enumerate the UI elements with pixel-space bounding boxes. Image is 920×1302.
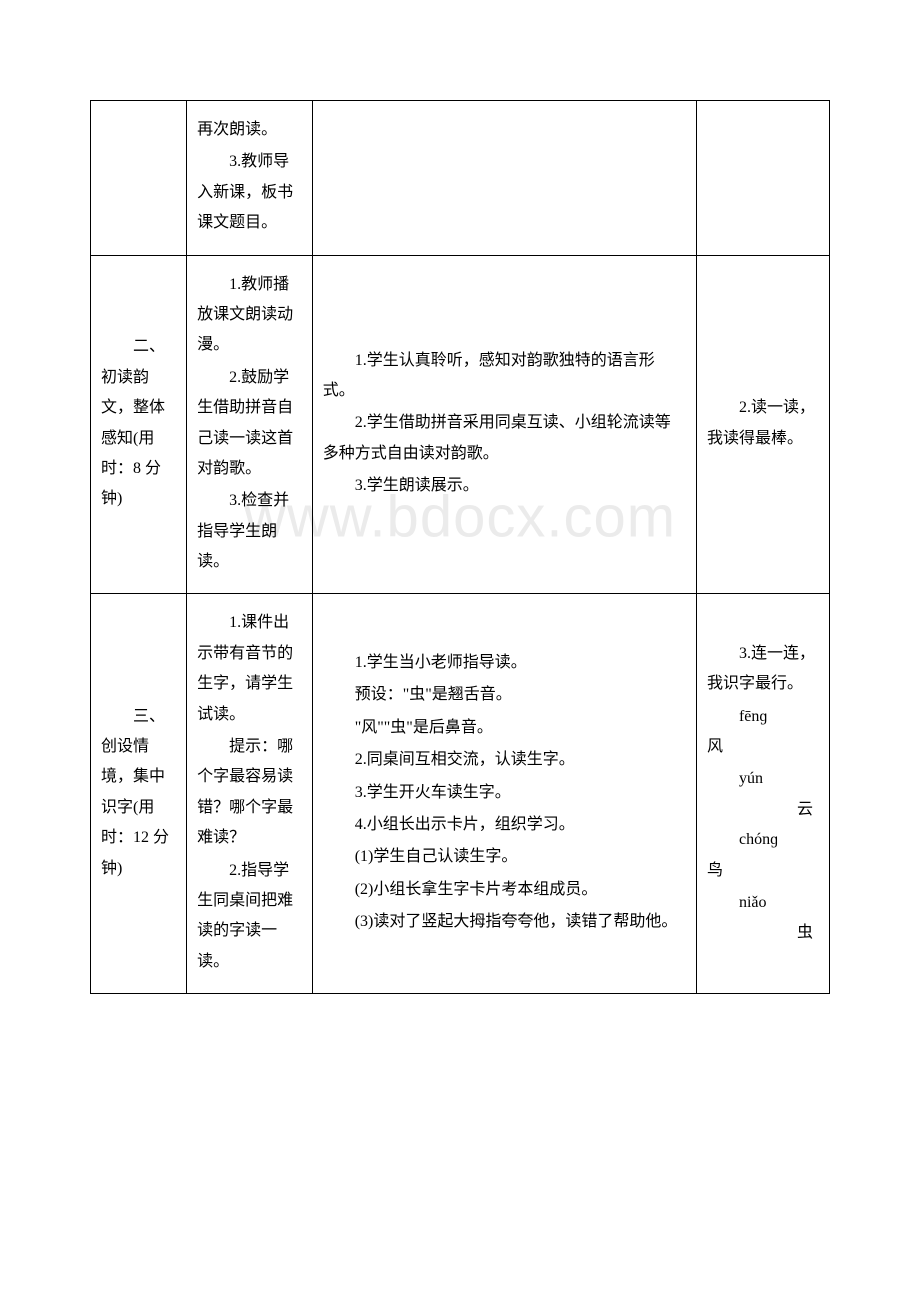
paragraph: (3)读对了竖起大拇指夸夸他，读错了帮助他。 [323,907,686,937]
cell-student-activity: 1.学生当小老师指导读。 预设："虫"是翘舌音。 "风""虫"是后鼻音。 2.同… [312,594,696,994]
cell-teacher-activity: 1.教师播放课文朗读动漫。 2.鼓励学生借助拼音自己读一读这首对韵歌。 3.检查… [187,255,313,594]
cell-teacher-activity: 1.课件出示带有音节的生字，请学生试读。 提示：哪个字最容易读错？哪个字最难读？… [187,594,313,994]
paragraph: 3.学生开火车读生字。 [323,778,686,808]
paragraph: 预设："虫"是翘舌音。 [323,680,686,710]
paragraph: 1.学生当小老师指导读。 [323,648,686,678]
section-title: 二、初读韵文，整体感知(用时：8 分钟) [101,332,176,514]
cell-exercise: 2.读一读，我读得最棒。 [696,255,829,594]
hanzi-text: 云 [707,795,819,825]
pinyin-text: yún [707,764,819,794]
paragraph: 2.学生借助拼音采用同桌互读、小组轮流读等多种方式自由读对韵歌。 [323,408,686,469]
paragraph: 提示：哪个字最容易读错？哪个字最难读？ [197,732,302,854]
cell-teacher-activity: 再次朗读。 3.教师导入新课，板书课文题目。 [187,101,313,256]
cell-exercise [696,101,829,256]
paragraph: 2.读一读，我读得最棒。 [707,393,819,454]
paragraph: (2)小组长拿生字卡片考本组成员。 [323,875,686,905]
pinyin-text: fēnɡ [707,702,819,732]
paragraph: 2.同桌间互相交流，认读生字。 [323,745,686,775]
cell-student-activity: 1.学生认真聆听，感知对韵歌独特的语言形式。 2.学生借助拼音采用同桌互读、小组… [312,255,696,594]
table-row: 三、创设情境，集中识字(用时：12 分钟) 1.课件出示带有音节的生字，请学生试… [91,594,830,994]
cell-section: 二、初读韵文，整体感知(用时：8 分钟) [91,255,187,594]
paragraph: 2.指导学生同桌间把难读的字读一读。 [197,856,302,978]
paragraph: 3.检查并指导学生朗读。 [197,486,302,577]
cell-exercise: 3.连一连，我识字最行。 fēnɡ 风 yún 云 chónɡ 鸟 niǎo 虫 [696,594,829,994]
pinyin-text: niǎo [707,888,819,918]
paragraph: 3.学生朗读展示。 [323,471,686,501]
section-title: 三、创设情境，集中识字(用时：12 分钟) [101,702,176,884]
hanzi-text: 风 [707,732,819,762]
paragraph: 1.学生认真聆听，感知对韵歌独特的语言形式。 [323,346,686,407]
table-row: 二、初读韵文，整体感知(用时：8 分钟) 1.教师播放课文朗读动漫。 2.鼓励学… [91,255,830,594]
hanzi-text: 虫 [707,918,819,948]
cell-student-activity [312,101,696,256]
paragraph: 1.教师播放课文朗读动漫。 [197,270,302,361]
pinyin-text: chónɡ [707,825,819,855]
hanzi-text: 鸟 [707,856,819,886]
paragraph: 3.连一连，我识字最行。 [707,639,819,700]
paragraph: "风""虫"是后鼻音。 [323,713,686,743]
table-row: 再次朗读。 3.教师导入新课，板书课文题目。 [91,101,830,256]
paragraph: 再次朗读。 [197,115,302,145]
paragraph: 3.教师导入新课，板书课文题目。 [197,147,302,238]
paragraph: 2.鼓励学生借助拼音自己读一读这首对韵歌。 [197,363,302,485]
lesson-plan-table: 再次朗读。 3.教师导入新课，板书课文题目。 二、初读韵文，整体感知(用时：8 … [90,100,830,994]
paragraph: (1)学生自己认读生字。 [323,842,686,872]
cell-section: 三、创设情境，集中识字(用时：12 分钟) [91,594,187,994]
paragraph: 4.小组长出示卡片，组织学习。 [323,810,686,840]
cell-section [91,101,187,256]
paragraph: 1.课件出示带有音节的生字，请学生试读。 [197,608,302,730]
